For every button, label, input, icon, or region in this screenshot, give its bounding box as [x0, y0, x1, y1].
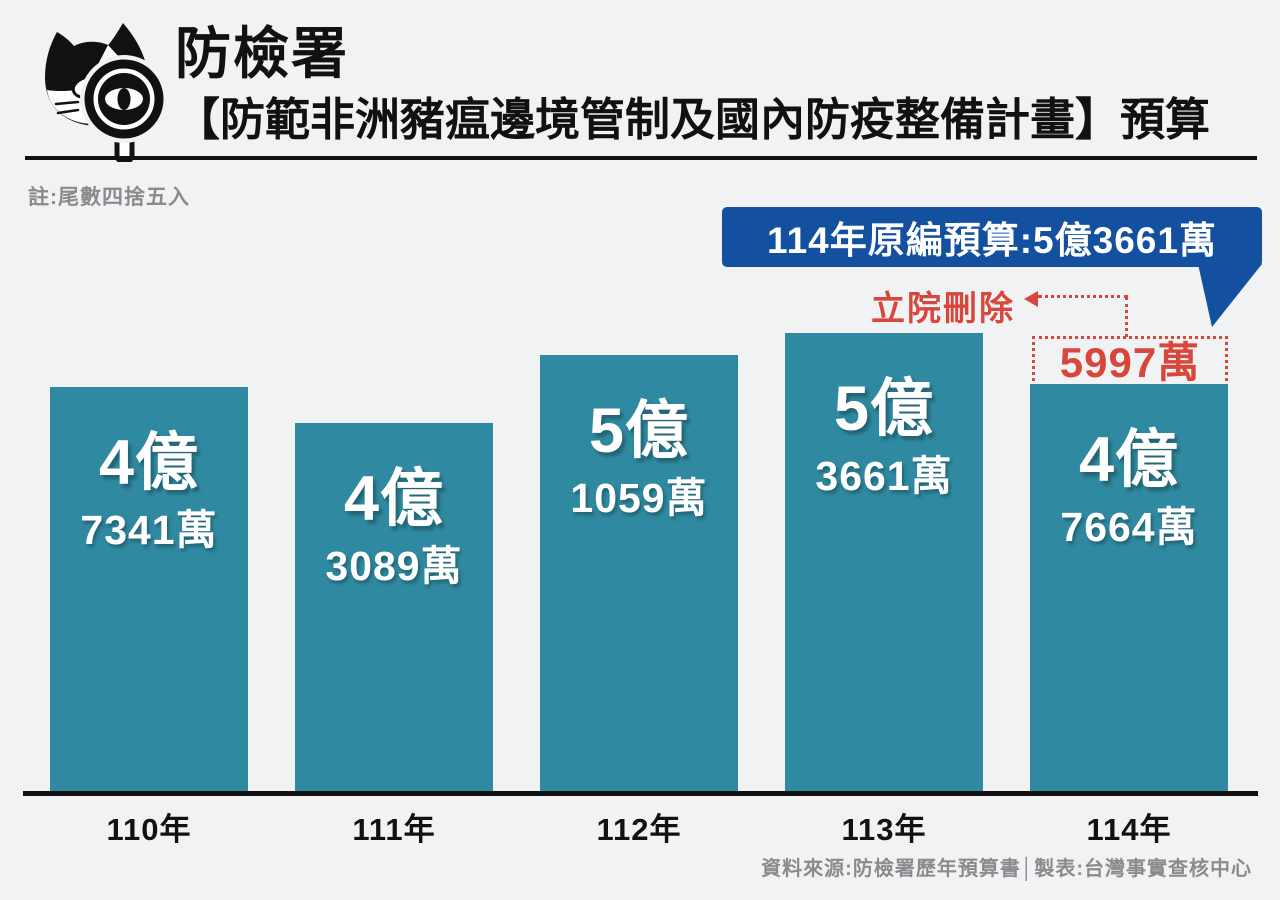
x-axis-line [23, 791, 1258, 796]
factcheck-cat-logo [20, 14, 172, 165]
bar-value-major: 4億 [343, 464, 445, 534]
cut-dotted-line-horizontal [1038, 295, 1128, 298]
cat-magnifier-icon [45, 23, 168, 165]
bar-value-minor: 3661萬 [815, 453, 953, 500]
callout-tail [1198, 264, 1262, 327]
bar-value-major: 4億 [1078, 425, 1180, 495]
cut-amount-box: 5997萬 [1032, 336, 1228, 387]
bar-value-minor: 7664萬 [1060, 504, 1198, 551]
x-axis-label-113年: 113年 [841, 812, 927, 847]
bar-value-major: 4億 [98, 428, 200, 498]
bar-111年: 4億 3089萬 [295, 423, 493, 791]
bar-value-minor: 1059萬 [570, 475, 708, 522]
bar-value-minor: 3089萬 [325, 543, 463, 590]
bar-110年: 4億 7341萬 [50, 387, 248, 791]
x-axis-label-114年: 114年 [1086, 812, 1172, 847]
cut-amount-text: 5997萬 [1059, 338, 1201, 386]
x-axis-label-110年: 110年 [106, 812, 192, 847]
callout-bubble: 114年原編預算:5億3661萬 [722, 207, 1262, 267]
page-subtitle: 【防範非洲豬瘟邊境管制及國內防疫整備計畫】預算 [175, 94, 1211, 145]
cut-arrowhead-icon [1024, 291, 1038, 307]
bar-value-major: 5億 [588, 396, 690, 466]
page-title: 防檢署 [175, 22, 349, 85]
cut-dotted-line-vertical [1125, 297, 1128, 337]
bar-value-major: 5億 [833, 374, 935, 444]
cut-label: 立院刪除 [871, 290, 1015, 328]
title-divider [25, 156, 1257, 160]
x-axis-label-111年: 111年 [352, 812, 436, 847]
x-axis-label-112年: 112年 [596, 812, 682, 847]
bar-112年: 5億 1059萬 [540, 355, 738, 791]
source-credit: 資料來源:防檢署歷年預算書│製表:台灣事實查核中心 [761, 858, 1252, 880]
bar-114年: 4億 7664萬 [1030, 384, 1228, 791]
bar-113年: 5億 3661萬 [785, 333, 983, 791]
callout-text: 114年原編預算:5億3661萬 [767, 220, 1217, 261]
rounding-note: 註:尾數四捨五入 [28, 186, 190, 209]
bar-value-minor: 7341萬 [80, 507, 218, 554]
